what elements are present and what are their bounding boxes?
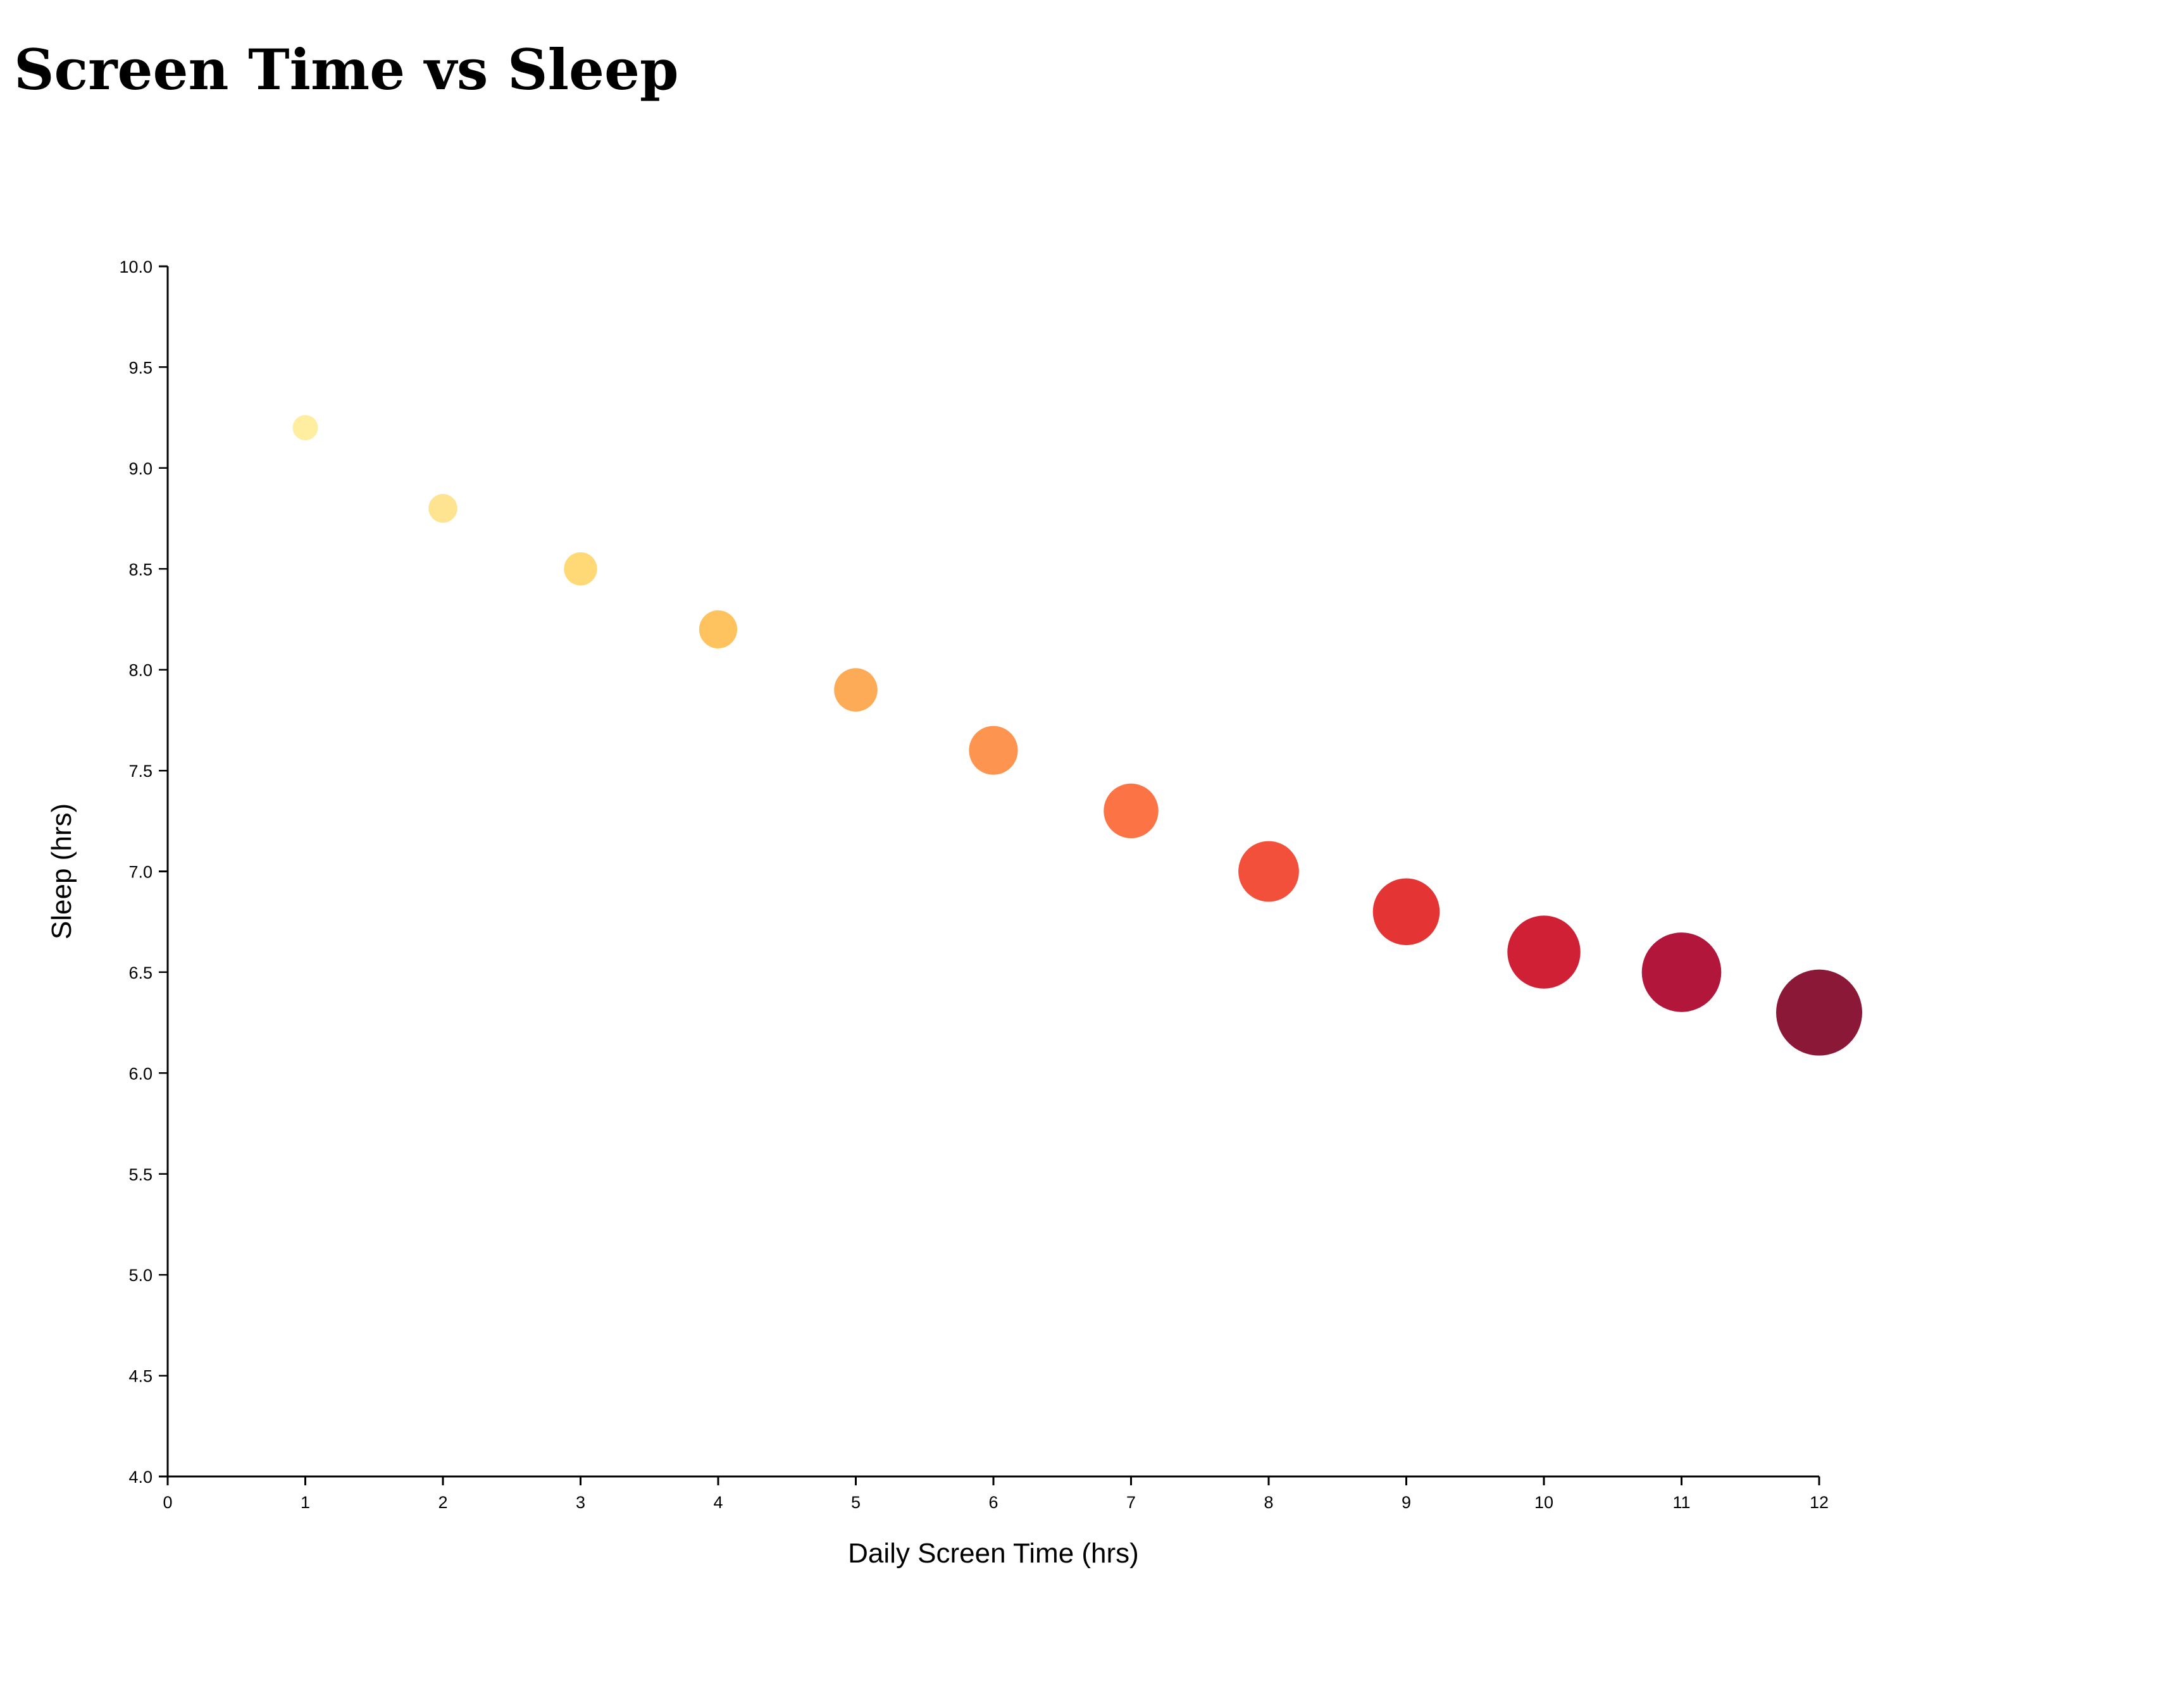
x-axis-title: Daily Screen Time (hrs) <box>848 1538 1139 1569</box>
data-point <box>1372 878 1440 946</box>
x-tick-label: 8 <box>1264 1493 1273 1512</box>
data-point <box>564 552 597 586</box>
y-tick-label: 10.0 <box>119 257 152 276</box>
y-tick-label: 4.5 <box>128 1367 152 1386</box>
y-tick-label: 7.0 <box>128 863 152 882</box>
x-tick-label: 4 <box>713 1493 723 1512</box>
y-tick-label: 8.0 <box>128 661 152 680</box>
data-point <box>834 668 878 712</box>
x-tick-label: 11 <box>1672 1493 1690 1512</box>
data-point <box>428 493 457 523</box>
x-tick-label: 6 <box>988 1493 998 1512</box>
x-tick-label: 0 <box>163 1493 172 1512</box>
x-tick-label: 9 <box>1402 1493 1411 1512</box>
x-tick-label: 12 <box>1810 1493 1829 1512</box>
y-tick-label: 8.5 <box>128 560 152 579</box>
data-point <box>1507 915 1581 989</box>
y-axis: 4.0 4.5 5.0 5.5 6.0 6.5 7.0 7.5 8.0 8.5 9.0 9.5 10.0 <box>119 257 169 1487</box>
x-tick-label: 3 <box>576 1493 585 1512</box>
y-tick-label: 5.5 <box>128 1165 152 1184</box>
page-title: Screen Time vs Sleep <box>14 37 679 102</box>
y-tick-label: 6.0 <box>128 1064 152 1083</box>
x-tick-label: 2 <box>438 1493 447 1512</box>
y-axis-title: Sleep (hrs) <box>46 803 77 939</box>
data-point <box>699 610 738 648</box>
y-tick-label: 6.5 <box>128 963 152 982</box>
x-tick-label: 7 <box>1126 1493 1136 1512</box>
x-tick-label: 1 <box>301 1493 310 1512</box>
y-tick-label: 5.0 <box>128 1266 152 1285</box>
data-point <box>1104 783 1159 839</box>
points-layer <box>292 415 1862 1056</box>
x-tick-label: 5 <box>851 1493 861 1512</box>
data-point <box>1776 969 1862 1056</box>
x-axis: 0 1 2 3 4 5 6 7 8 9 10 11 12 <box>163 1475 1829 1512</box>
data-point <box>969 726 1018 775</box>
data-point <box>292 415 318 441</box>
y-tick-label: 7.5 <box>128 762 152 781</box>
y-tick-label: 9.0 <box>128 459 152 478</box>
y-tick-label: 9.5 <box>128 358 152 377</box>
data-point <box>1641 932 1722 1012</box>
data-point <box>1238 841 1299 902</box>
x-tick-label: 10 <box>1534 1493 1553 1512</box>
y-tick-label: 4.0 <box>128 1468 152 1487</box>
